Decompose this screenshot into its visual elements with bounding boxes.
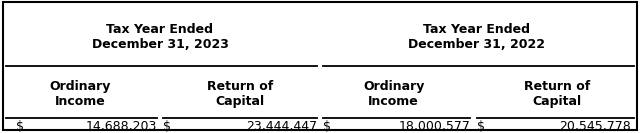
Text: Tax Year Ended
December 31, 2022: Tax Year Ended December 31, 2022 xyxy=(408,23,545,51)
Text: $: $ xyxy=(163,120,172,133)
Text: 23,444,447: 23,444,447 xyxy=(246,120,317,133)
Text: 18,000,577: 18,000,577 xyxy=(399,120,470,133)
Text: 14,688,203: 14,688,203 xyxy=(85,120,157,133)
Text: Tax Year Ended
December 31, 2023: Tax Year Ended December 31, 2023 xyxy=(92,23,228,51)
Text: Ordinary
Income: Ordinary Income xyxy=(49,80,111,108)
Text: Ordinary
Income: Ordinary Income xyxy=(363,80,424,108)
Text: $: $ xyxy=(323,120,332,133)
Text: $: $ xyxy=(16,120,24,133)
Text: Return of
Capital: Return of Capital xyxy=(524,80,590,108)
Text: 20,545,778: 20,545,778 xyxy=(559,120,630,133)
Text: Return of
Capital: Return of Capital xyxy=(207,80,273,108)
Text: $: $ xyxy=(477,120,485,133)
